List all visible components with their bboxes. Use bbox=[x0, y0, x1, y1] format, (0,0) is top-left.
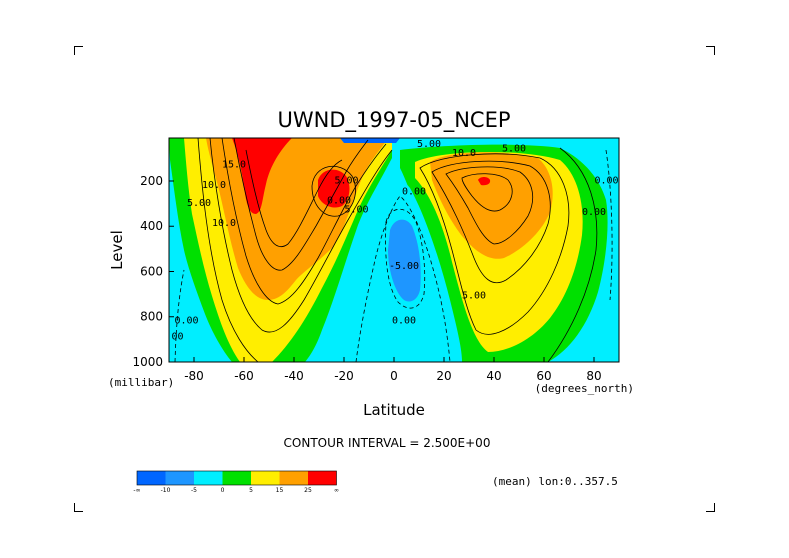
contour-line-south-4 bbox=[245, 149, 343, 247]
contour-label: 0.00 bbox=[594, 175, 618, 186]
contour-label: 0.00 bbox=[159, 331, 183, 342]
colorbar-swatch bbox=[137, 471, 166, 485]
contour-line-negative-north-polar bbox=[605, 149, 613, 301]
contour-label: 0.00 bbox=[582, 207, 606, 218]
y-tick-label: 400 bbox=[140, 219, 163, 233]
region-15-to-25-north bbox=[430, 152, 553, 259]
contour-label: 5.00 bbox=[462, 291, 486, 302]
contour-line-south-2 bbox=[221, 138, 387, 305]
crop-mark-bottom-left bbox=[74, 503, 83, 512]
contour-interval-label: CONTOUR INTERVAL = 2.500E+00 bbox=[284, 436, 491, 450]
region-below-minus-10-strip bbox=[340, 138, 400, 143]
y-axis-unit: (millibar) bbox=[108, 376, 174, 389]
contour-label: 5.00 bbox=[334, 175, 358, 186]
contour-line-south-jet-ring bbox=[311, 165, 356, 217]
contour-label: 0.00 bbox=[402, 187, 426, 198]
contour-label: 5.00 bbox=[344, 205, 368, 216]
y-tick-label: 200 bbox=[140, 174, 163, 188]
contour-label: 10.0 bbox=[202, 180, 226, 191]
colorbar-swatch bbox=[165, 471, 194, 485]
crop-mark-top-left bbox=[74, 46, 83, 55]
contour-line-south-outer bbox=[197, 138, 259, 362]
colorbar-level-label: 25 bbox=[304, 487, 312, 494]
colorbar-level-label: -∞ bbox=[133, 487, 140, 494]
contour-label: 15.0 bbox=[222, 159, 246, 170]
region-above-25-north bbox=[478, 177, 491, 186]
colorbar-level-label: -5 bbox=[191, 487, 197, 494]
contour-label: 5.00 bbox=[417, 139, 441, 150]
colorbar-swatch bbox=[222, 471, 251, 485]
contour-line-south-3 bbox=[233, 138, 369, 271]
region-above-25-south-jet bbox=[232, 138, 292, 214]
contour-line-north-2 bbox=[431, 160, 551, 284]
y-tick-label: 1000 bbox=[132, 355, 163, 369]
y-tick-label: 600 bbox=[140, 264, 163, 278]
contour-label: 0.00 bbox=[327, 196, 351, 207]
contour-label: 5.00 bbox=[502, 144, 526, 155]
colorbar-level-label: 0 bbox=[221, 487, 225, 494]
x-tick-label: 0 bbox=[390, 369, 398, 383]
y-tick-label: 800 bbox=[140, 310, 163, 324]
x-tick-label: 60 bbox=[536, 369, 551, 383]
y-axis-label: Level bbox=[108, 230, 126, 270]
region-minus-10-to-minus-5 bbox=[388, 219, 421, 302]
x-tick-label: -20 bbox=[334, 369, 354, 383]
contour-label: -5.00 bbox=[389, 261, 419, 272]
x-tick-label: 40 bbox=[486, 369, 501, 383]
contour-labels: 15.010.05.0010.05.000.005.000.00-5.000.0… bbox=[159, 139, 619, 342]
colorbar-swatch bbox=[194, 471, 223, 485]
contour-line-north-4 bbox=[461, 173, 513, 212]
contour-label: 5.00 bbox=[187, 198, 211, 209]
chart-title: UWND_1997-05_NCEP bbox=[277, 108, 510, 133]
contour-line-negative-equatorial bbox=[385, 208, 426, 309]
plot-area: 15.010.05.0010.05.000.005.000.00-5.000.0… bbox=[159, 138, 619, 362]
colorbar-swatch bbox=[279, 471, 308, 485]
x-tick-label: -40 bbox=[284, 369, 304, 383]
colorbar-frame bbox=[136, 470, 337, 486]
contour-line-north-1 bbox=[419, 153, 570, 335]
contour-line-north-outer bbox=[547, 147, 598, 362]
x-tick-label: -60 bbox=[234, 369, 254, 383]
contour-line-south-1 bbox=[209, 138, 393, 333]
x-tick-label: 80 bbox=[586, 369, 601, 383]
colorbar-level-label: 5 bbox=[249, 487, 253, 494]
contour-label: 0.00 bbox=[392, 316, 416, 327]
contour-line-negative-south-polar bbox=[174, 269, 185, 362]
contour-label: 10.0 bbox=[452, 148, 476, 159]
contour-label: 0.00 bbox=[174, 316, 198, 327]
colorbar-swatch bbox=[308, 471, 337, 485]
contour-line-north-3 bbox=[445, 166, 534, 245]
colorbar-level-label: 15 bbox=[276, 487, 284, 494]
y-axis-ticks: 200 400 600 800 1000 bbox=[132, 174, 174, 369]
x-tick-label: -80 bbox=[184, 369, 204, 383]
crop-mark-top-right bbox=[706, 46, 715, 55]
colorbar-level-label: ∞ bbox=[334, 487, 339, 494]
colorbar-level-label: -10 bbox=[161, 487, 171, 494]
x-axis-label: Latitude bbox=[363, 401, 425, 419]
x-axis-unit: (degrees_north) bbox=[535, 382, 634, 395]
colorbar-swatch bbox=[251, 471, 280, 485]
mean-longitude-note: (mean) lon:0..357.5 bbox=[492, 475, 618, 488]
contour-label: 10.0 bbox=[212, 218, 236, 229]
x-tick-label: 20 bbox=[436, 369, 451, 383]
crop-mark-bottom-right bbox=[706, 503, 715, 512]
colorbar: -∞ -10 -5 0 5 15 25 ∞ bbox=[133, 470, 339, 494]
x-axis-ticks: -80 -60 -40 -20 0 20 40 60 80 bbox=[184, 357, 602, 383]
